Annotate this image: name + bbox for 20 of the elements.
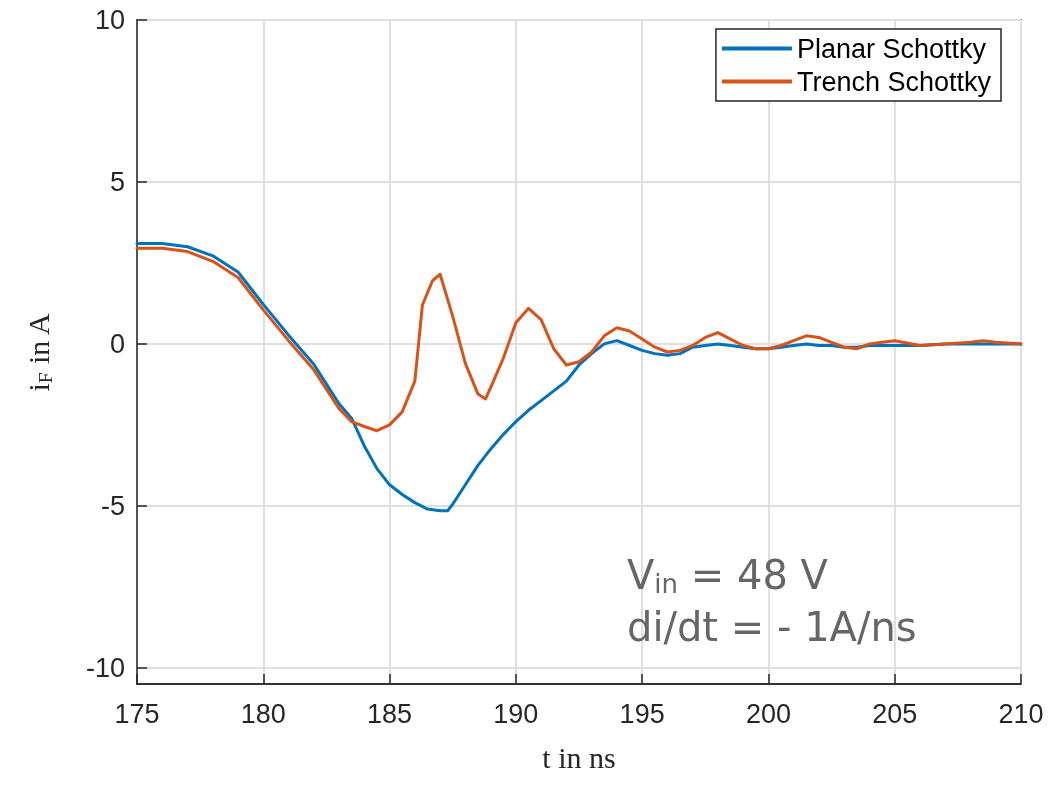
y-axis-title: iF in A [21, 312, 56, 392]
x-tick-label: 200 [745, 698, 791, 729]
line-series [135, 246, 1023, 433]
y-tick-label: -5 [100, 490, 125, 521]
legend-label: Trench Schottky [796, 66, 992, 97]
y-tick-label: 10 [94, 5, 125, 35]
annotation: di/dt = - 1A/ns [627, 604, 917, 650]
x-tick-label: 210 [998, 698, 1044, 729]
y-tick-label: 5 [109, 166, 125, 197]
x-tick-label: 185 [367, 698, 413, 729]
legend-label: Planar Schottky [796, 33, 987, 64]
x-tick-label: 175 [114, 698, 160, 729]
x-axis-title: t in ns [542, 740, 616, 774]
x-tick-label: 195 [619, 698, 665, 729]
x-tick-label: 190 [493, 698, 539, 729]
y-tick-label: 0 [109, 328, 125, 359]
annotation: Vin = 48 V [627, 552, 829, 599]
x-tick-label: 205 [872, 698, 918, 729]
y-tick-label: -10 [85, 652, 125, 683]
x-tick-label: 180 [240, 698, 286, 729]
